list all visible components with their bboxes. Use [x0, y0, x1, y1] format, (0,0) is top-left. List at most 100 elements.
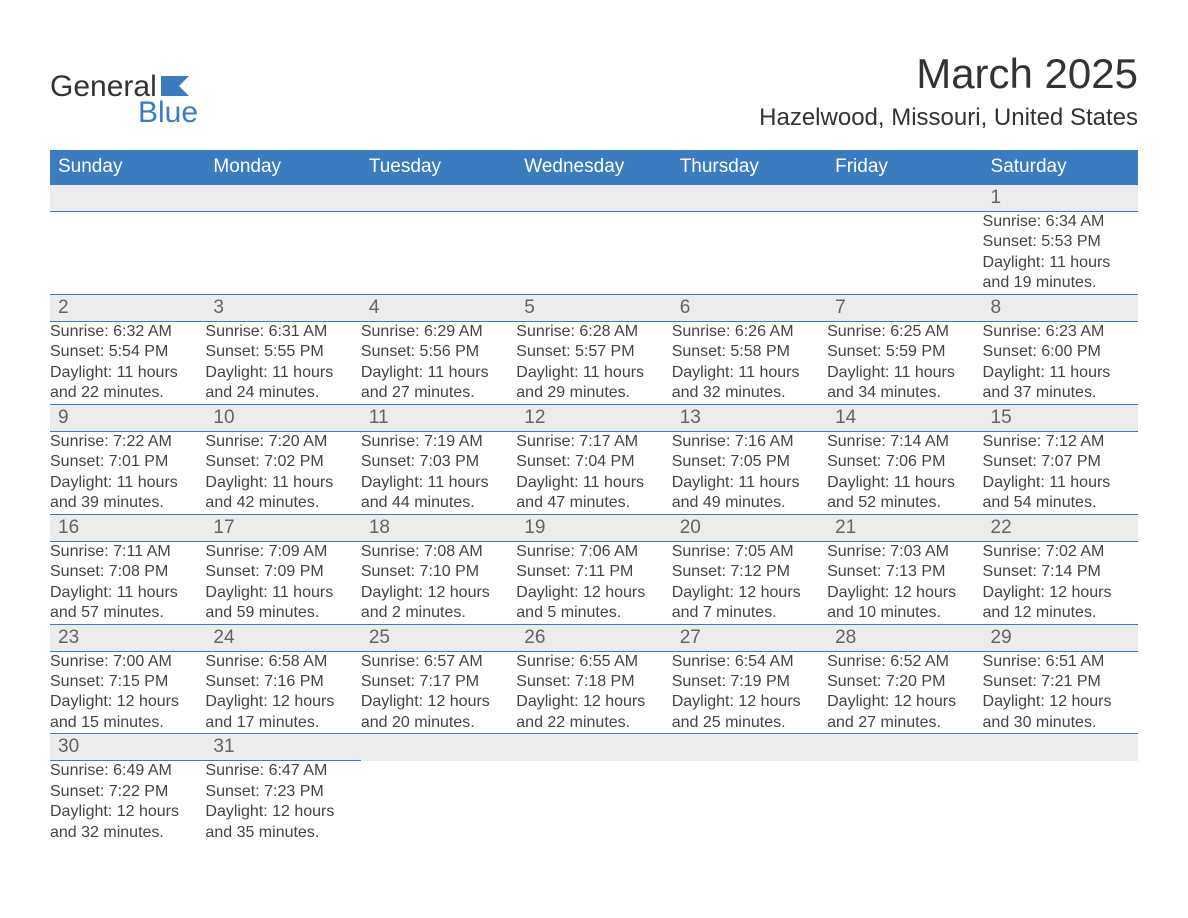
day-number: 5 — [516, 295, 671, 321]
day-sunrise: Sunrise: 6:57 AM — [361, 652, 516, 672]
day-info-cell: Sunrise: 7:19 AMSunset: 7:03 PMDaylight:… — [361, 431, 516, 514]
day-number-cell: 5 — [516, 294, 671, 321]
day-sunset: Sunset: 5:56 PM — [361, 342, 516, 362]
day-number-cell — [361, 734, 516, 761]
day-day2: and 34 minutes. — [827, 383, 982, 403]
info-row: Sunrise: 6:49 AMSunset: 7:22 PMDaylight:… — [50, 761, 1138, 843]
day-day1: Daylight: 12 hours — [205, 692, 360, 712]
day-sunset: Sunset: 7:18 PM — [516, 672, 671, 692]
day-number: 11 — [361, 405, 516, 431]
page-header: General Blue March 2025 Hazelwood, Misso… — [50, 50, 1138, 132]
day-day1: Daylight: 12 hours — [672, 692, 827, 712]
day-number: 27 — [672, 625, 827, 651]
day-number-cell: 16 — [50, 514, 205, 541]
daynum-row: 3031 — [50, 734, 1138, 761]
day-sunrise: Sunrise: 6:29 AM — [361, 322, 516, 342]
day-number-cell: 1 — [983, 185, 1138, 212]
day-number-cell: 11 — [361, 404, 516, 431]
day-info-cell: Sunrise: 6:57 AMSunset: 7:17 PMDaylight:… — [361, 651, 516, 734]
day-day2: and 25 minutes. — [672, 713, 827, 733]
day-sunrise: Sunrise: 7:12 AM — [983, 432, 1138, 452]
day-day2: and 27 minutes. — [361, 383, 516, 403]
day-sunrise: Sunrise: 7:16 AM — [672, 432, 827, 452]
day-number: 3 — [205, 295, 360, 321]
day-number-cell: 21 — [827, 514, 982, 541]
day-number-cell — [361, 185, 516, 212]
daynum-row: 9101112131415 — [50, 404, 1138, 431]
day-sunset: Sunset: 5:55 PM — [205, 342, 360, 362]
day-info-cell — [827, 761, 982, 843]
day-day2: and 12 minutes. — [983, 603, 1138, 623]
day-number: 9 — [50, 405, 205, 431]
day-day2: and 17 minutes. — [205, 713, 360, 733]
day-info-cell — [361, 212, 516, 295]
day-day2: and 2 minutes. — [361, 603, 516, 623]
day-info-cell: Sunrise: 7:17 AMSunset: 7:04 PMDaylight:… — [516, 431, 671, 514]
day-day1: Daylight: 12 hours — [50, 692, 205, 712]
day-info-cell — [672, 761, 827, 843]
logo: General Blue — [50, 70, 198, 130]
day-number: 30 — [50, 734, 205, 760]
day-day1: Daylight: 12 hours — [361, 583, 516, 603]
day-day2: and 32 minutes. — [672, 383, 827, 403]
day-number: 18 — [361, 515, 516, 541]
day-info-cell — [516, 212, 671, 295]
day-info-cell: Sunrise: 7:08 AMSunset: 7:10 PMDaylight:… — [361, 541, 516, 624]
day-day2: and 22 minutes. — [516, 713, 671, 733]
day-day1: Daylight: 11 hours — [983, 363, 1138, 383]
day-sunrise: Sunrise: 7:02 AM — [983, 542, 1138, 562]
day-sunrise: Sunrise: 7:19 AM — [361, 432, 516, 452]
day-info-cell: Sunrise: 7:02 AMSunset: 7:14 PMDaylight:… — [983, 541, 1138, 624]
day-day1: Daylight: 11 hours — [516, 473, 671, 493]
day-day1: Daylight: 11 hours — [50, 583, 205, 603]
day-number-cell: 22 — [983, 514, 1138, 541]
day-sunset: Sunset: 7:17 PM — [361, 672, 516, 692]
day-day1: Daylight: 11 hours — [983, 473, 1138, 493]
day-number-cell — [672, 734, 827, 761]
day-number: 21 — [827, 515, 982, 541]
day-sunrise: Sunrise: 6:34 AM — [983, 212, 1138, 232]
weekday-header: Sunday — [50, 150, 205, 185]
daynum-row: 1 — [50, 185, 1138, 212]
day-day2: and 39 minutes. — [50, 493, 205, 513]
day-day1: Daylight: 11 hours — [205, 583, 360, 603]
day-number-cell: 3 — [205, 294, 360, 321]
day-number-cell: 19 — [516, 514, 671, 541]
day-sunrise: Sunrise: 7:08 AM — [361, 542, 516, 562]
day-day1: Daylight: 11 hours — [983, 253, 1138, 273]
day-sunrise: Sunrise: 6:26 AM — [672, 322, 827, 342]
day-day2: and 24 minutes. — [205, 383, 360, 403]
weekday-header-row: SundayMondayTuesdayWednesdayThursdayFrid… — [50, 150, 1138, 185]
day-sunrise: Sunrise: 6:55 AM — [516, 652, 671, 672]
day-day1: Daylight: 11 hours — [827, 363, 982, 383]
day-sunrise: Sunrise: 7:00 AM — [50, 652, 205, 672]
day-sunset: Sunset: 7:15 PM — [50, 672, 205, 692]
info-row: Sunrise: 6:32 AMSunset: 5:54 PMDaylight:… — [50, 321, 1138, 404]
day-number: 28 — [827, 625, 982, 651]
day-info-cell: Sunrise: 6:31 AMSunset: 5:55 PMDaylight:… — [205, 321, 360, 404]
day-number: 29 — [983, 625, 1138, 651]
day-day2: and 42 minutes. — [205, 493, 360, 513]
day-sunset: Sunset: 5:58 PM — [672, 342, 827, 362]
day-sunrise: Sunrise: 6:51 AM — [983, 652, 1138, 672]
day-day1: Daylight: 12 hours — [983, 583, 1138, 603]
day-day2: and 27 minutes. — [827, 713, 982, 733]
day-info-cell: Sunrise: 6:58 AMSunset: 7:16 PMDaylight:… — [205, 651, 360, 734]
month-title: March 2025 — [759, 50, 1138, 98]
day-number: 31 — [205, 734, 360, 760]
day-day1: Daylight: 11 hours — [50, 473, 205, 493]
day-sunset: Sunset: 7:07 PM — [983, 452, 1138, 472]
day-sunset: Sunset: 7:14 PM — [983, 562, 1138, 582]
day-info-cell — [50, 212, 205, 295]
day-number: 26 — [516, 625, 671, 651]
day-sunrise: Sunrise: 6:25 AM — [827, 322, 982, 342]
day-day1: Daylight: 12 hours — [516, 583, 671, 603]
day-number-cell: 13 — [672, 404, 827, 431]
calendar-table: SundayMondayTuesdayWednesdayThursdayFrid… — [50, 150, 1138, 843]
day-number-cell: 15 — [983, 404, 1138, 431]
day-sunset: Sunset: 6:00 PM — [983, 342, 1138, 362]
day-sunset: Sunset: 5:57 PM — [516, 342, 671, 362]
info-row: Sunrise: 7:11 AMSunset: 7:08 PMDaylight:… — [50, 541, 1138, 624]
day-day1: Daylight: 12 hours — [827, 692, 982, 712]
day-sunset: Sunset: 7:03 PM — [361, 452, 516, 472]
